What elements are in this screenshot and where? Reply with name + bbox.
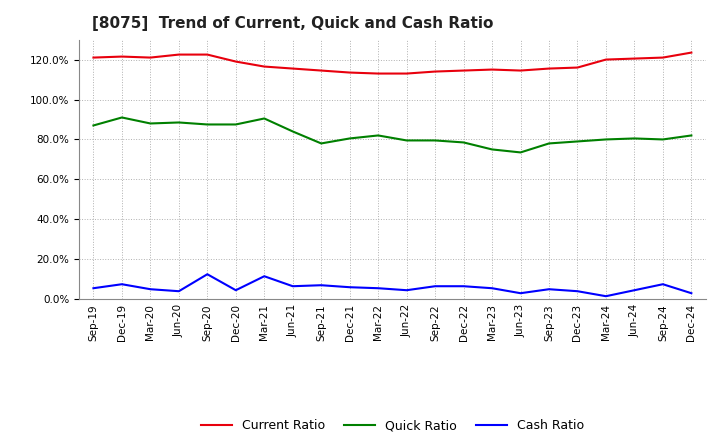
Quick Ratio — [459, 140, 468, 145]
Current Ratio — [374, 71, 382, 76]
Current Ratio — [174, 52, 183, 57]
Quick Ratio — [573, 139, 582, 144]
Current Ratio — [402, 71, 411, 76]
Current Ratio — [630, 56, 639, 61]
Quick Ratio — [630, 136, 639, 141]
Current Ratio — [146, 55, 155, 60]
Cash Ratio — [232, 288, 240, 293]
Cash Ratio — [573, 289, 582, 294]
Cash Ratio — [317, 282, 325, 288]
Cash Ratio — [687, 290, 696, 296]
Quick Ratio — [487, 147, 496, 152]
Quick Ratio — [146, 121, 155, 126]
Quick Ratio — [117, 115, 126, 120]
Current Ratio — [232, 59, 240, 64]
Cash Ratio — [487, 286, 496, 291]
Current Ratio — [545, 66, 554, 71]
Cash Ratio — [459, 284, 468, 289]
Quick Ratio — [687, 133, 696, 138]
Text: [8075]  Trend of Current, Quick and Cash Ratio: [8075] Trend of Current, Quick and Cash … — [91, 16, 493, 32]
Quick Ratio — [174, 120, 183, 125]
Quick Ratio — [346, 136, 354, 141]
Cash Ratio — [346, 285, 354, 290]
Quick Ratio — [232, 122, 240, 127]
Current Ratio — [573, 65, 582, 70]
Cash Ratio — [630, 288, 639, 293]
Cash Ratio — [289, 284, 297, 289]
Current Ratio — [459, 68, 468, 73]
Current Ratio — [317, 68, 325, 73]
Line: Cash Ratio: Cash Ratio — [94, 274, 691, 296]
Quick Ratio — [374, 133, 382, 138]
Current Ratio — [687, 50, 696, 55]
Quick Ratio — [289, 129, 297, 134]
Current Ratio — [89, 55, 98, 60]
Quick Ratio — [659, 137, 667, 142]
Quick Ratio — [516, 150, 525, 155]
Current Ratio — [602, 57, 611, 62]
Quick Ratio — [402, 138, 411, 143]
Current Ratio — [203, 52, 212, 57]
Current Ratio — [516, 68, 525, 73]
Cash Ratio — [117, 282, 126, 287]
Legend: Current Ratio, Quick Ratio, Cash Ratio: Current Ratio, Quick Ratio, Cash Ratio — [196, 414, 589, 437]
Cash Ratio — [431, 284, 439, 289]
Cash Ratio — [174, 289, 183, 294]
Current Ratio — [487, 67, 496, 72]
Line: Quick Ratio: Quick Ratio — [94, 117, 691, 152]
Cash Ratio — [374, 286, 382, 291]
Cash Ratio — [402, 288, 411, 293]
Cash Ratio — [146, 286, 155, 292]
Current Ratio — [117, 54, 126, 59]
Cash Ratio — [545, 286, 554, 292]
Current Ratio — [431, 69, 439, 74]
Line: Current Ratio: Current Ratio — [94, 52, 691, 73]
Quick Ratio — [317, 141, 325, 146]
Quick Ratio — [431, 138, 439, 143]
Cash Ratio — [602, 293, 611, 299]
Quick Ratio — [89, 123, 98, 128]
Current Ratio — [659, 55, 667, 60]
Quick Ratio — [260, 116, 269, 121]
Cash Ratio — [260, 274, 269, 279]
Current Ratio — [289, 66, 297, 71]
Cash Ratio — [89, 286, 98, 291]
Cash Ratio — [516, 290, 525, 296]
Cash Ratio — [203, 271, 212, 277]
Quick Ratio — [545, 141, 554, 146]
Quick Ratio — [602, 137, 611, 142]
Current Ratio — [346, 70, 354, 75]
Current Ratio — [260, 64, 269, 69]
Cash Ratio — [659, 282, 667, 287]
Quick Ratio — [203, 122, 212, 127]
